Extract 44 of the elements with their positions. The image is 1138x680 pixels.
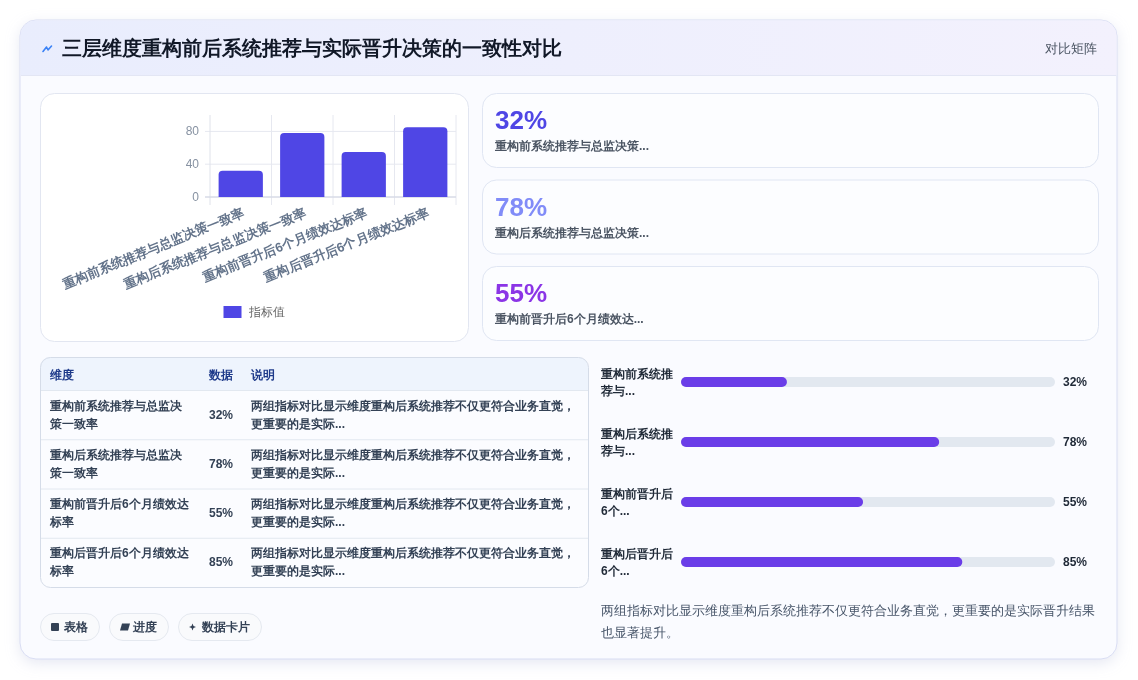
data-label: 32% [1063, 375, 1088, 389]
text: 两组指标对比显示维度重构后系统推荐不仅更符合业务直觉，更重要的是实际... [250, 447, 575, 480]
y-tick-label: 重构后系统推荐与... [600, 426, 673, 458]
text: 78% [495, 191, 548, 222]
text: 重构前晋升后6个月绩效达... [494, 312, 644, 326]
text: 重构前系统推荐与总监决策一致率 [49, 398, 183, 431]
text: 三层维度重构前后系统推荐与实际晋升决策的一致性对比 [62, 37, 562, 59]
y-tick-label: 0 [192, 190, 200, 204]
text: 重构前系统推荐与总监决策... [494, 139, 650, 153]
bar [280, 133, 325, 197]
y-tick-label: 重构前系统推荐与... [600, 366, 673, 398]
y-tick-label: 重构前晋升后6个... [600, 486, 673, 518]
text: 进度 [132, 620, 157, 634]
text: 32% [209, 407, 234, 422]
y-tick-label: 重构后晋升后6个... [600, 546, 673, 578]
bar [403, 127, 448, 197]
text: 两组指标对比显示维度重构后系统推荐不仅更符合业务直觉，更重要的是实际... [250, 398, 575, 431]
text: 两组指标对比显示维度重构后系统推荐不仅更符合业务直觉，更重要的是实际... [250, 497, 575, 530]
text: 32% [495, 105, 548, 135]
text: 两组指标对比显示维度重构后系统推荐不仅更符合业务直觉，更重要的是实际晋升结果也显著提升。 [601, 602, 1095, 640]
text: 维度 [49, 367, 74, 382]
data-label: 78% [1063, 435, 1088, 449]
text: 重构前晋升后6个月绩效达标率 [49, 497, 190, 530]
text: 数据 [208, 367, 233, 382]
y-tick-label: 40 [185, 157, 200, 172]
text: 55% [495, 278, 548, 308]
text: 对比矩阵 [1045, 40, 1097, 56]
y-tick-label: 80 [185, 124, 200, 139]
text: 数据卡片 [201, 620, 250, 634]
text: 78% [209, 456, 234, 471]
text: 重构后系统推荐与总监决策一致率 [49, 447, 183, 480]
text: 55% [209, 506, 234, 521]
bar [681, 377, 787, 387]
text: 说明 [250, 367, 275, 382]
text: 表格 [63, 620, 89, 634]
text: 85% [209, 555, 234, 570]
legend-label: 指标值 [247, 305, 285, 319]
data-label: 85% [1063, 555, 1088, 569]
text: 重构后晋升后6个月绩效达标率 [49, 546, 190, 579]
data-label: 55% [1063, 495, 1088, 509]
text: 两组指标对比显示维度重构后系统推荐不仅更符合业务直觉，更重要的是实际... [250, 546, 575, 579]
text: 重构后系统推荐与总监决策... [494, 225, 650, 240]
bar [341, 151, 386, 197]
bar [218, 170, 263, 197]
